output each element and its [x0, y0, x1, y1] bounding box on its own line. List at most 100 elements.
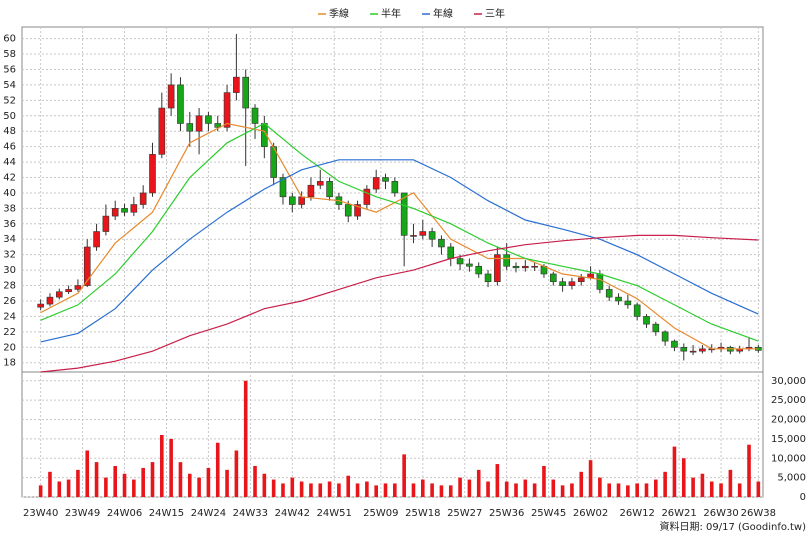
candle-body [316, 181, 324, 186]
x-tick-label: 25W27 [447, 508, 482, 519]
volume-tick-label: 20,000 [771, 415, 806, 426]
candle-body [46, 296, 54, 305]
candle-body [307, 184, 315, 198]
candle-body [699, 348, 706, 352]
volume-bar [38, 485, 43, 497]
volume-bar [104, 477, 108, 497]
volume-bar [94, 462, 99, 497]
candle-body [298, 196, 305, 205]
volume-bar [719, 483, 723, 497]
volume-bar [486, 481, 490, 497]
candle-body [624, 300, 632, 306]
candle-body [223, 92, 231, 128]
y-tick-label: 34 [3, 234, 16, 245]
candle-body [549, 273, 557, 282]
volume-bar [271, 479, 276, 497]
y-tick-label: 60 [3, 34, 16, 45]
candle-body [615, 296, 622, 302]
volume-bar [560, 485, 565, 497]
volume-bar [430, 483, 434, 497]
candle-body [344, 204, 352, 217]
moving-average-line [40, 234, 759, 373]
y-tick-label: 52 [3, 95, 16, 106]
candle-body [671, 340, 678, 348]
volume-bar [383, 483, 388, 497]
y-tick-label: 18 [3, 358, 16, 369]
candle-body [158, 107, 166, 155]
volume-bar [197, 477, 201, 497]
candle-body [121, 208, 128, 213]
volume-bar [355, 483, 360, 497]
plot-frame [21, 26, 764, 498]
y-tick-label: 44 [3, 157, 16, 168]
legend-label: 年線 [433, 7, 453, 20]
volume-bar [253, 466, 257, 497]
volume-bar [57, 481, 62, 497]
candle-body [167, 84, 175, 109]
candle-body [74, 285, 82, 290]
candle-body [242, 76, 249, 109]
volume-bar [635, 483, 639, 497]
volume-bar [476, 469, 481, 497]
candle-body [363, 188, 371, 205]
candle-body [475, 265, 483, 275]
x-tick-label: 24W06 [107, 508, 142, 519]
candle-body [251, 107, 259, 124]
candle-body [503, 254, 510, 267]
volume-bar [113, 466, 118, 497]
volume-bar [141, 467, 145, 497]
volume-bar [644, 483, 649, 497]
y-tick-label: 40 [3, 188, 16, 199]
x-tick-label: 25W09 [363, 508, 398, 519]
volume-bar [420, 479, 425, 497]
candle-body [233, 76, 240, 93]
moving-average-line [40, 122, 759, 342]
candle-body [559, 281, 566, 286]
x-tick-label: 26W38 [741, 508, 776, 519]
y-tick-label: 56 [3, 64, 16, 75]
volume-bar [588, 460, 593, 497]
candle-body [93, 231, 100, 248]
candle-body [522, 265, 529, 269]
volume-bar [225, 469, 229, 497]
volume-bar [616, 483, 621, 497]
y-tick-label: 36 [3, 219, 16, 230]
volume-bar [76, 469, 80, 497]
y-tick-label: 32 [3, 250, 16, 261]
volume-bar [187, 473, 192, 497]
x-tick-label: 24W24 [191, 508, 226, 519]
candle-body [102, 215, 110, 232]
volume-bar [654, 479, 658, 497]
legend-label: 半年 [381, 7, 401, 20]
volume-bar [570, 483, 574, 497]
volume-bar [178, 462, 183, 497]
y-tick-label: 22 [3, 327, 16, 338]
volume-tick-label: 5,000 [777, 473, 806, 484]
volume-tick-label: 30,000 [771, 376, 806, 387]
candle-body [484, 273, 492, 282]
volume-tick-label: 10,000 [771, 453, 806, 464]
candle-body [111, 208, 119, 217]
volume-bar [709, 481, 714, 497]
x-tick-label: 26W30 [703, 508, 738, 519]
candle-body [55, 291, 63, 298]
candle-body [689, 350, 697, 353]
volume-bar [393, 483, 397, 497]
volume-bar [598, 477, 602, 497]
y-tick-label: 28 [3, 281, 16, 292]
candle-body [428, 231, 436, 240]
volume-bar [495, 464, 500, 497]
candle-body [419, 231, 427, 236]
candle-body [214, 123, 222, 128]
volume-bar [411, 483, 416, 497]
y-tick-label: 30 [3, 265, 16, 276]
legend-label: 季線 [329, 7, 349, 20]
y-tick-label: 20 [3, 342, 16, 353]
volume-bar [234, 450, 239, 497]
volume-bar [542, 466, 546, 497]
volume-tick-label: 0 [800, 492, 806, 503]
candle-body [139, 192, 147, 205]
candle-body [596, 273, 604, 290]
y-tick-label: 24 [3, 311, 16, 322]
